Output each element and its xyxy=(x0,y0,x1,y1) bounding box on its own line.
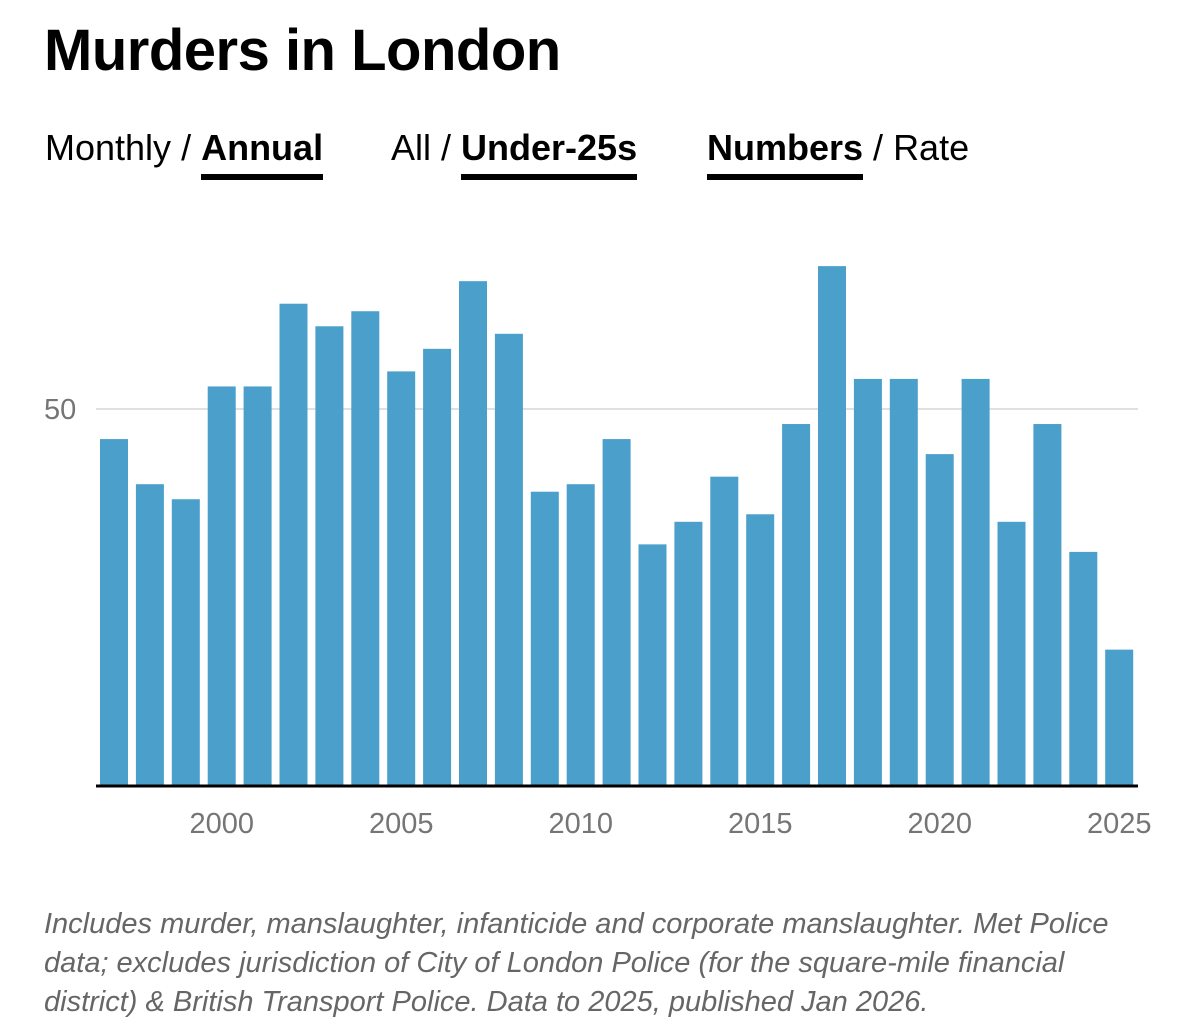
bar-2007 xyxy=(459,281,487,785)
measure-toggle: Numbers / Rate xyxy=(707,126,970,180)
x-tick-label: 2020 xyxy=(907,808,972,840)
bar-2003 xyxy=(315,326,344,785)
toggle-option-all[interactable]: All xyxy=(391,127,432,168)
toggle-option-monthly[interactable]: Monthly xyxy=(45,127,172,168)
bar-2013 xyxy=(674,521,703,785)
bar-1997 xyxy=(100,439,128,785)
x-tick-label: 2015 xyxy=(728,808,793,840)
toggle-option-under-25s[interactable]: Under-25s xyxy=(461,127,638,180)
toggle-separator: / xyxy=(441,127,452,168)
bar-2021 xyxy=(961,378,990,785)
bar-2006 xyxy=(423,348,452,785)
y-tick-label: 50 xyxy=(44,394,76,426)
bar-1999 xyxy=(171,499,200,785)
bar-2023 xyxy=(1033,424,1062,785)
bar-chart: 50 2000 2005 2010 2015 2020 2025 xyxy=(44,266,1152,840)
toggle-option-annual[interactable]: Annual xyxy=(201,127,324,180)
toggle-separator: / xyxy=(181,127,192,168)
bar-2008 xyxy=(494,333,523,785)
x-tick-label: 2010 xyxy=(548,808,613,840)
x-tick-label: 2005 xyxy=(369,808,434,840)
bar-2018 xyxy=(853,378,882,785)
bar-2016 xyxy=(782,424,811,785)
bar-2000 xyxy=(207,386,236,785)
toggle-separator: / xyxy=(873,127,884,168)
chart-footnote: Includes murder, manslaughter, infantici… xyxy=(44,908,1109,1018)
x-tick-label: 2000 xyxy=(189,808,254,840)
bar-2014 xyxy=(710,476,739,785)
bar-2010 xyxy=(566,484,595,785)
bar-2005 xyxy=(387,371,416,785)
chart-title: Murders in London xyxy=(44,18,561,83)
bar-2020 xyxy=(925,454,954,785)
bar-2002 xyxy=(279,303,308,785)
bar-2019 xyxy=(889,378,918,785)
bar-2015 xyxy=(746,514,775,785)
bar-2025 xyxy=(1105,649,1134,785)
group-toggle: All / Under-25s xyxy=(391,126,638,180)
bar-1998 xyxy=(135,484,164,785)
bar-2009 xyxy=(530,491,559,785)
period-toggle: Monthly / Annual xyxy=(45,126,324,180)
bar-2011 xyxy=(602,439,631,785)
bar-2004 xyxy=(351,311,380,785)
bar-2022 xyxy=(997,521,1026,785)
bar-2017 xyxy=(818,266,846,785)
x-tick-label: 2025 xyxy=(1087,808,1152,840)
bar-2001 xyxy=(243,386,272,785)
bar-2012 xyxy=(638,544,667,785)
toggle-option-rate[interactable]: Rate xyxy=(893,127,970,168)
bar-2024 xyxy=(1069,551,1098,785)
toggle-option-numbers[interactable]: Numbers xyxy=(707,127,864,180)
